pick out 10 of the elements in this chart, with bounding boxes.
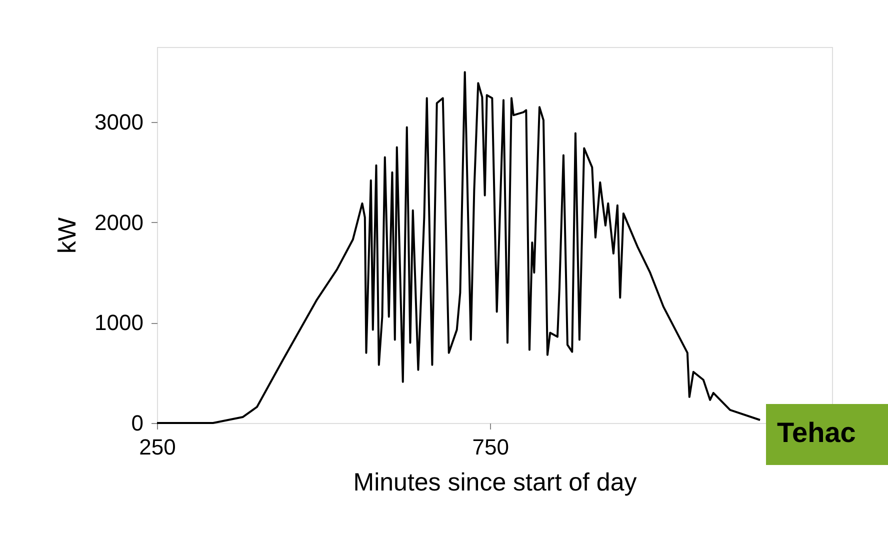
y-tick-label: 2000 <box>94 210 144 235</box>
y-tick-label: 3000 <box>94 110 144 135</box>
y-tick-label: 0 <box>131 410 144 436</box>
y-axis-title: kW <box>54 217 82 254</box>
x-tick-label: 750 <box>472 434 510 460</box>
y-tick-label: 1000 <box>94 310 144 336</box>
annotation: Tehac <box>777 417 856 448</box>
line-series <box>156 71 762 424</box>
x-axis-title: Minutes since start of day <box>353 468 638 496</box>
x-tick-label: 250 <box>139 434 176 460</box>
